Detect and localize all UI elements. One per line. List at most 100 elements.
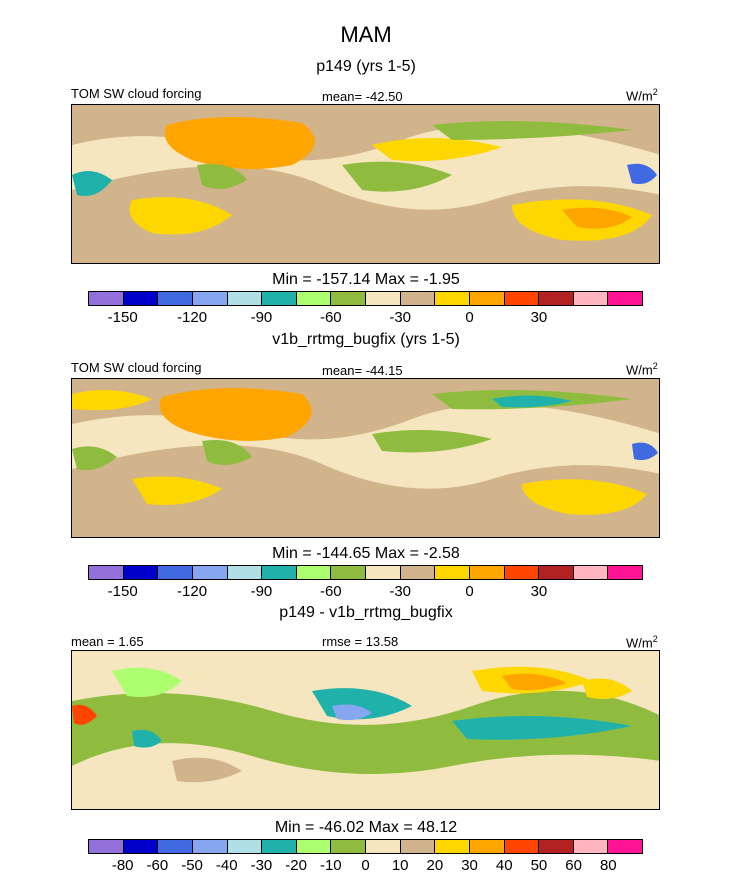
panel2-left-label: TOM SW cloud forcing [71,360,202,375]
panel3-tick-label: -40 [215,857,238,874]
panel2-colorbar-swatch [539,566,574,579]
panel1-colorbar-swatch [366,292,401,305]
panel3-tick-label: -10 [319,857,342,874]
panel1-colorbar-swatch [296,292,332,305]
panel3-colorbar [88,839,643,854]
panel1-colorbar-swatch [227,292,263,305]
panel3-colorbar-swatch [192,840,228,853]
panel3-tick-label: -60 [146,857,169,874]
panel1-colorbar-swatch [504,292,540,305]
panel2-colorbar-swatch [192,566,228,579]
panel2-colorbar-swatch [89,566,124,579]
panel2-colorbar-swatch [435,566,470,579]
panel3-tick-label: 20 [426,857,444,874]
panel1-colorbar-swatch [158,292,193,305]
panel2-colorbar-swatch [573,566,609,579]
panel2-colorbar-swatch [123,566,159,579]
panel3-minmax: Min = -46.02 Max = 48.12 [274,819,458,836]
panel3-map [71,650,660,810]
panel2-tick-label: -60 [319,583,342,600]
panel3-tick-label: -20 [285,857,307,874]
panel3-colorbar-swatch [573,840,609,853]
panel1-tick-label: 30 [530,309,548,326]
figure-title: MAM [340,22,392,47]
panel1-colorbar-swatch [400,292,436,305]
panel1-colorbar-swatch [608,292,642,305]
panel2-colorbar-swatch [504,566,540,579]
panel3-tick-label: 50 [530,857,548,874]
panel2-colorbar-swatch [400,566,436,579]
panel3-colorbar-swatch [123,840,159,853]
panel3-left-label: mean = 1.65 [71,634,144,649]
panel1-colorbar-swatch [192,292,228,305]
panel2-tick-label: -30 [389,583,412,600]
panel3-colorbar-swatch [539,840,574,853]
panel3-colorbar-swatch [227,840,263,853]
panel2-mean-label: mean= -44.15 [322,363,403,378]
panel2-units: W/m2 [626,361,658,378]
panel1-colorbar-swatch [573,292,609,305]
panel1-tick-label: -60 [319,309,342,326]
panel1-colorbar-swatch [262,292,297,305]
panel1-left-label: TOM SW cloud forcing [71,86,202,101]
panel3-colorbar-swatch [366,840,401,853]
panel1-tick-label: 0 [465,309,474,326]
panel3-colorbar-swatch [400,840,436,853]
panel3-colorbar-swatch [608,840,642,853]
panel3-colorbar-swatch [158,840,193,853]
panel1-mean-label: mean= -42.50 [322,89,403,104]
panel2-colorbar-swatch [227,566,263,579]
panel3-colorbar-swatch [296,840,332,853]
panel3-colorbar-swatch [435,840,470,853]
panel2-map-svg [72,379,659,537]
panel3-colorbar-swatch [504,840,540,853]
panel2-colorbar-swatch [296,566,332,579]
panel3-tick-label: 10 [391,857,409,874]
panel2-colorbar-swatch [608,566,642,579]
panel3-colorbar-swatch [89,840,124,853]
panel2-minmax: Min = -144.65 Max = -2.58 [272,545,460,562]
panel1-tick-label: -120 [177,309,208,326]
panel1-tick-label: -150 [107,309,138,326]
panel2-colorbar-swatch [469,566,505,579]
panel1-colorbar [88,291,643,306]
panel3-units: W/m2 [626,634,658,651]
panel3-tick-label: 30 [461,857,478,874]
panel1-map-svg [72,105,659,263]
panel1-colorbar-swatch [435,292,470,305]
panel2-tick-label: 0 [465,583,474,600]
panel1-colorbar-swatch [331,292,366,305]
panel1-map [71,104,660,264]
panel1-colorbar-swatch [469,292,505,305]
panel2-colorbar-swatch [158,566,193,579]
panel2-tick-label: -90 [250,583,273,600]
panel1-tick-label: -30 [389,309,412,326]
panel1-colorbar-swatch [123,292,159,305]
panel2-title: v1b_rrtmg_bugfix (yrs 1-5) [272,331,460,348]
panel3-colorbar-swatch [469,840,505,853]
panel3-tick-label: 60 [565,857,582,874]
panel2-colorbar-swatch [331,566,366,579]
panel3-colorbar-swatch [331,840,366,853]
panel3-tick-label: -80 [111,857,134,874]
panel3-map-svg [72,651,659,809]
panel3-title: p149 - v1b_rrtmg_bugfix [279,604,453,621]
panel2-tick-label: -150 [107,583,138,600]
panel3-tick-label: 40 [495,857,513,874]
panel3-tick-label: 80 [599,857,617,874]
panel3-tick-label: -30 [250,857,273,874]
panel2-colorbar-swatch [366,566,401,579]
panel1-tick-label: -90 [250,309,273,326]
panel3-tick-label: -50 [181,857,203,874]
panel3-tick-label: 0 [361,857,370,874]
panel3-colorbar-swatch [262,840,297,853]
panel2-colorbar-swatch [262,566,297,579]
panel2-tick-label: 30 [530,583,548,600]
panel2-colorbar [88,565,643,580]
panel1-title: p149 (yrs 1-5) [316,58,416,75]
panel3-rmse-label: rmse = 13.58 [322,634,399,649]
panel2-map [71,378,660,538]
panel1-units: W/m2 [626,87,658,104]
panel2-tick-label: -120 [177,583,208,600]
panel1-colorbar-swatch [539,292,574,305]
